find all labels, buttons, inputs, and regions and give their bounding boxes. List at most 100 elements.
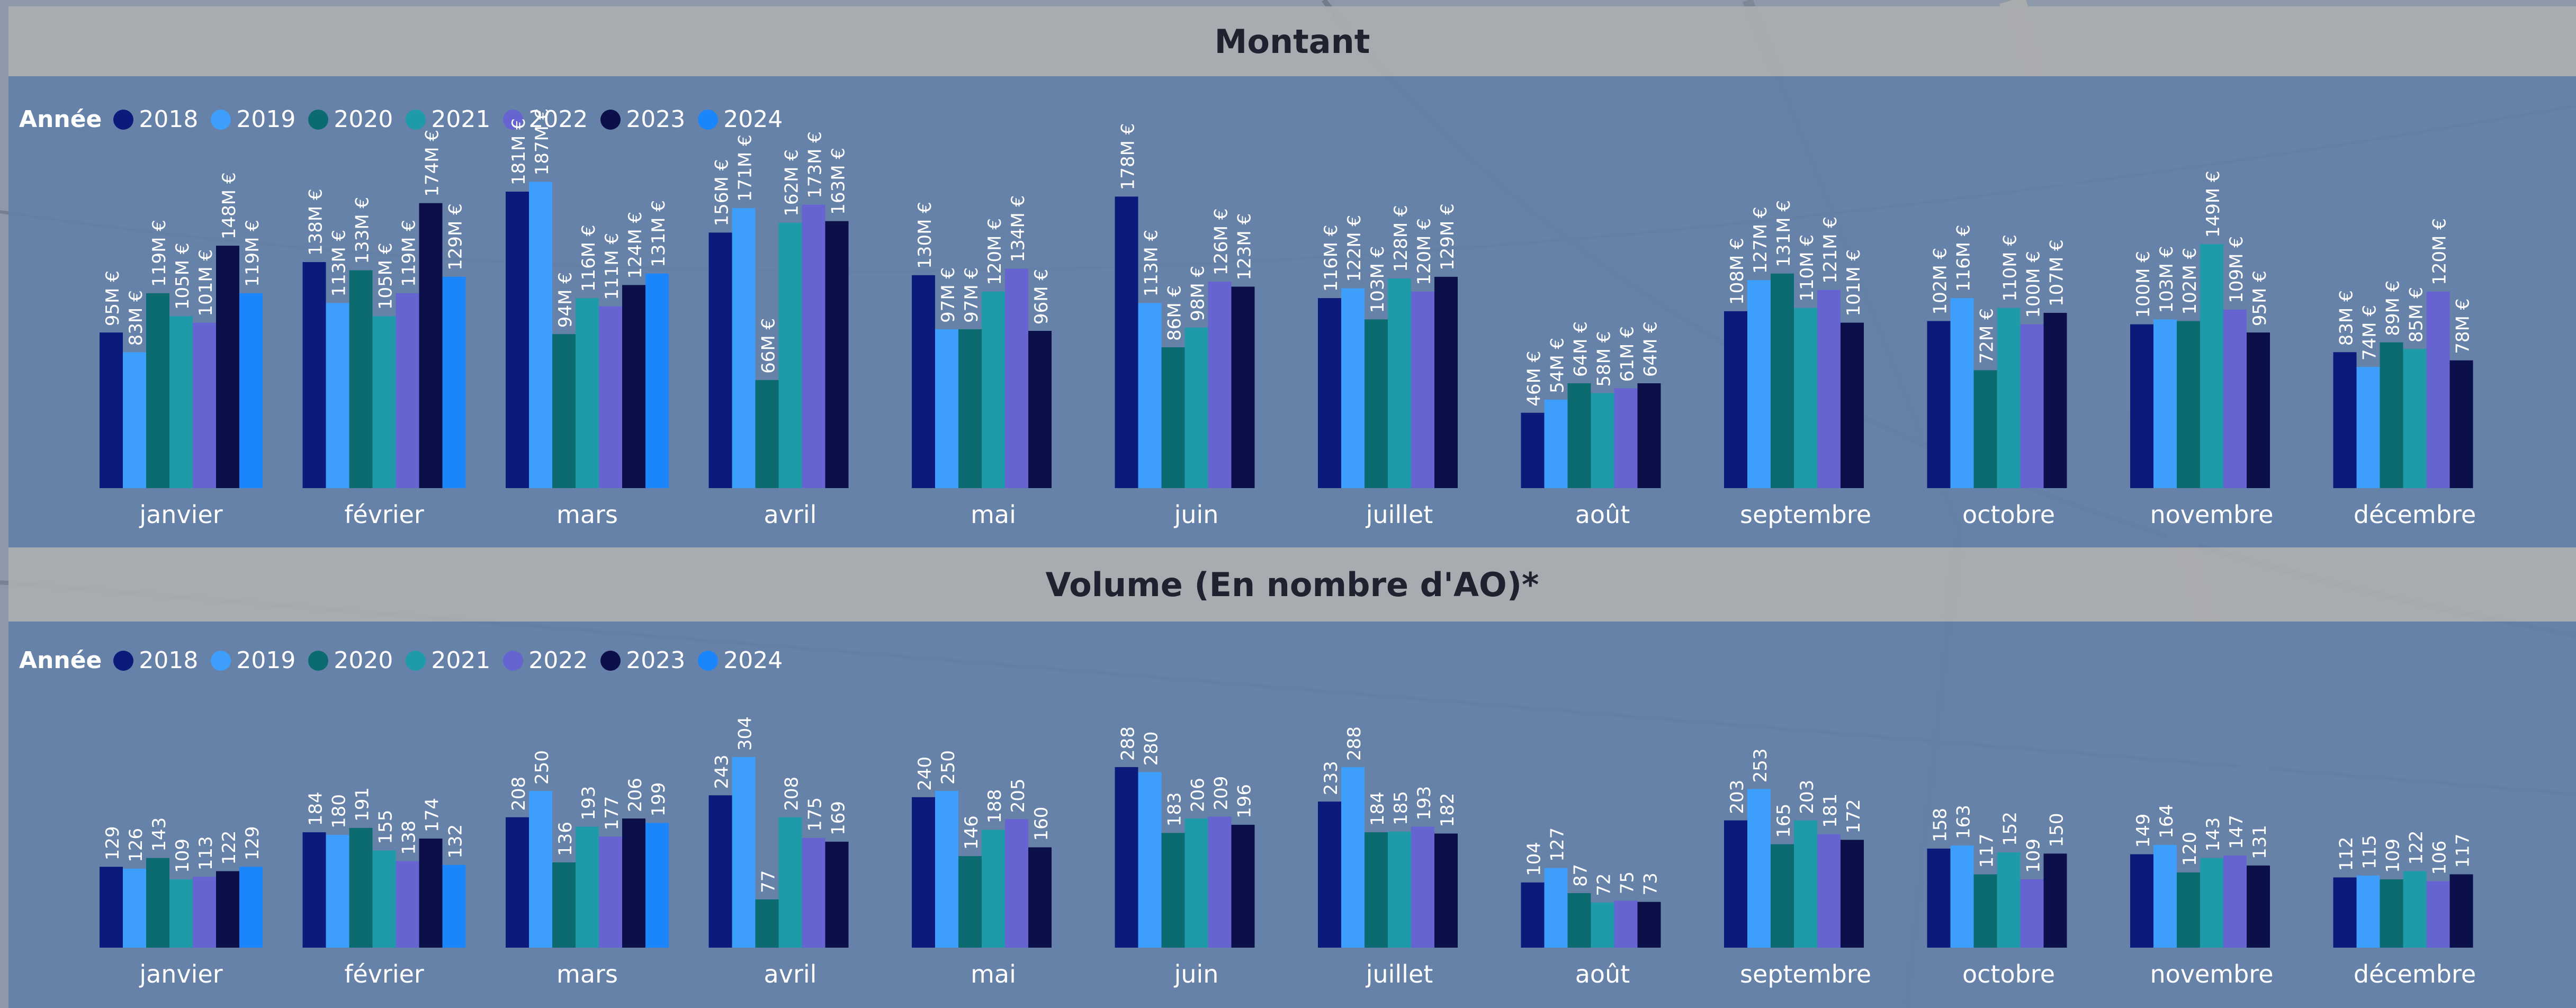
bar-2018-8[interactable] <box>1724 820 1747 948</box>
bar-2022-4[interactable] <box>1005 819 1028 948</box>
bar-2018-8[interactable] <box>1724 311 1747 488</box>
bar-2020-7[interactable] <box>1567 893 1591 948</box>
bar-2019-8[interactable] <box>1747 789 1771 948</box>
bar-2018-5[interactable] <box>1115 767 1138 948</box>
bar-2019-1[interactable] <box>326 834 349 948</box>
bar-2020-11[interactable] <box>2380 879 2403 948</box>
bar-2020-1[interactable] <box>349 270 373 488</box>
bar-2018-0[interactable] <box>100 867 123 948</box>
bar-2021-9[interactable] <box>1997 852 2021 948</box>
bar-2019-5[interactable] <box>1138 303 1162 488</box>
bar-2022-1[interactable] <box>396 293 419 488</box>
bar-2022-5[interactable] <box>1208 816 1232 948</box>
bar-2023-4[interactable] <box>1028 330 1052 488</box>
bar-2019-6[interactable] <box>1341 288 1365 488</box>
bar-2019-10[interactable] <box>2153 844 2177 948</box>
bar-2023-0[interactable] <box>216 871 239 948</box>
bar-2018-9[interactable] <box>1927 321 1951 488</box>
bar-2022-6[interactable] <box>1411 291 1434 488</box>
bar-2018-10[interactable] <box>2130 324 2153 488</box>
bar-2019-4[interactable] <box>935 329 958 488</box>
bar-2021-9[interactable] <box>1997 308 2021 488</box>
bar-2024-1[interactable] <box>442 865 466 948</box>
bar-2021-1[interactable] <box>372 316 396 488</box>
bar-2018-4[interactable] <box>912 275 935 488</box>
bar-2020-2[interactable] <box>552 862 576 948</box>
bar-2021-7[interactable] <box>1591 902 1614 948</box>
bar-2020-3[interactable] <box>755 380 779 488</box>
bar-2022-3[interactable] <box>802 838 825 948</box>
bar-2023-8[interactable] <box>1841 322 1864 488</box>
bar-2018-1[interactable] <box>302 832 326 948</box>
bar-2018-6[interactable] <box>1318 802 1341 948</box>
bar-2022-0[interactable] <box>193 322 216 488</box>
bar-2018-7[interactable] <box>1521 882 1545 948</box>
bar-2021-2[interactable] <box>576 826 599 948</box>
bar-2020-0[interactable] <box>146 858 169 948</box>
legend-item-2019[interactable]: 2019 <box>211 647 295 674</box>
bar-2020-7[interactable] <box>1567 383 1591 488</box>
bar-2018-4[interactable] <box>912 797 935 948</box>
bar-2020-3[interactable] <box>755 899 779 948</box>
bar-2022-6[interactable] <box>1411 826 1434 948</box>
bar-2018-0[interactable] <box>100 332 123 488</box>
bar-2023-2[interactable] <box>622 285 645 488</box>
bar-2022-9[interactable] <box>2020 324 2044 488</box>
bar-2021-10[interactable] <box>2200 858 2223 948</box>
bar-2022-8[interactable] <box>1817 834 1841 948</box>
legend-item-2018[interactable]: 2018 <box>113 647 198 674</box>
bar-2023-5[interactable] <box>1231 286 1255 488</box>
bar-2022-0[interactable] <box>193 877 216 948</box>
bar-2019-6[interactable] <box>1341 767 1365 948</box>
bar-2019-8[interactable] <box>1747 280 1771 488</box>
bar-2021-0[interactable] <box>169 316 193 488</box>
bar-2018-9[interactable] <box>1927 848 1951 948</box>
bar-2018-7[interactable] <box>1521 412 1545 488</box>
bar-2023-5[interactable] <box>1231 824 1255 948</box>
legend-item-2019[interactable]: 2019 <box>211 106 295 133</box>
bar-2024-2[interactable] <box>645 823 669 948</box>
bar-2019-7[interactable] <box>1544 399 1568 488</box>
bar-2020-4[interactable] <box>958 329 982 488</box>
legend-item-2024[interactable]: 2024 <box>698 106 783 133</box>
bar-2019-11[interactable] <box>2356 367 2380 488</box>
bar-2020-6[interactable] <box>1365 319 1388 488</box>
bar-2019-3[interactable] <box>732 757 756 948</box>
bar-2023-1[interactable] <box>419 203 443 488</box>
bar-2021-6[interactable] <box>1388 831 1411 948</box>
bar-2019-7[interactable] <box>1544 868 1568 948</box>
bar-2022-11[interactable] <box>2426 291 2450 488</box>
bar-2022-10[interactable] <box>2223 309 2247 488</box>
bar-2020-11[interactable] <box>2380 342 2403 488</box>
bar-2020-9[interactable] <box>1973 874 1997 948</box>
legend-item-2018[interactable]: 2018 <box>113 106 198 133</box>
bar-2023-10[interactable] <box>2247 865 2270 948</box>
bar-2020-5[interactable] <box>1161 833 1185 948</box>
bar-2021-1[interactable] <box>372 850 396 948</box>
bar-2023-3[interactable] <box>825 841 849 948</box>
bar-2020-9[interactable] <box>1973 370 1997 488</box>
bar-2022-3[interactable] <box>802 204 825 488</box>
bar-2018-5[interactable] <box>1115 196 1138 489</box>
legend-item-2020[interactable]: 2020 <box>308 647 393 674</box>
bar-2021-10[interactable] <box>2200 244 2223 488</box>
bar-2021-8[interactable] <box>1794 820 1817 948</box>
bar-2021-5[interactable] <box>1184 818 1208 948</box>
bar-2019-9[interactable] <box>1950 298 1974 488</box>
bar-2020-1[interactable] <box>349 827 373 948</box>
bar-2018-3[interactable] <box>708 232 732 488</box>
bar-2020-2[interactable] <box>552 334 576 488</box>
bar-2023-7[interactable] <box>1637 383 1661 488</box>
bar-2020-8[interactable] <box>1771 844 1794 948</box>
bar-2019-2[interactable] <box>529 790 552 948</box>
bar-2019-5[interactable] <box>1138 772 1162 948</box>
bar-2022-9[interactable] <box>2020 879 2044 948</box>
bar-2020-4[interactable] <box>958 856 982 948</box>
bar-2019-4[interactable] <box>935 790 958 948</box>
bar-2023-3[interactable] <box>825 221 849 488</box>
bar-2019-3[interactable] <box>732 208 756 488</box>
bar-2020-10[interactable] <box>2177 872 2200 948</box>
bar-2022-11[interactable] <box>2426 881 2450 948</box>
bar-2023-11[interactable] <box>2449 360 2473 488</box>
bar-2023-2[interactable] <box>622 818 645 948</box>
